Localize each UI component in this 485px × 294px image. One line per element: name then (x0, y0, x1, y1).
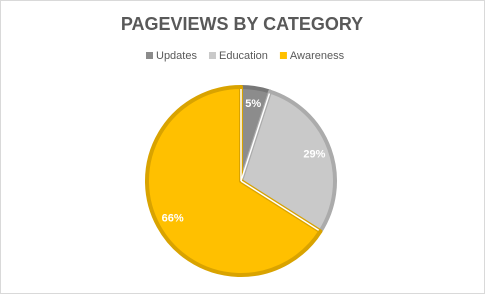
legend: Updates Education Awareness (146, 50, 345, 62)
pie-slice (239, 89, 337, 234)
legend-swatch (208, 52, 216, 59)
value-labels: 5% 29% 66% (162, 98, 326, 225)
legend-swatch (146, 52, 153, 59)
slice-separator (240, 93, 271, 182)
value-label: 66% (162, 212, 184, 224)
legend-label: Education (219, 50, 268, 62)
chart-title: PAGEVIEWS BY CATEGORY (121, 14, 363, 34)
value-label: 29% (303, 148, 325, 160)
pie (145, 85, 337, 277)
value-label: 5% (245, 98, 261, 110)
legend-label: Awareness (290, 50, 345, 62)
pie-slice (145, 85, 323, 277)
slice-separator (240, 180, 320, 231)
legend-label: Updates (156, 50, 197, 62)
legend-swatch (279, 52, 287, 59)
